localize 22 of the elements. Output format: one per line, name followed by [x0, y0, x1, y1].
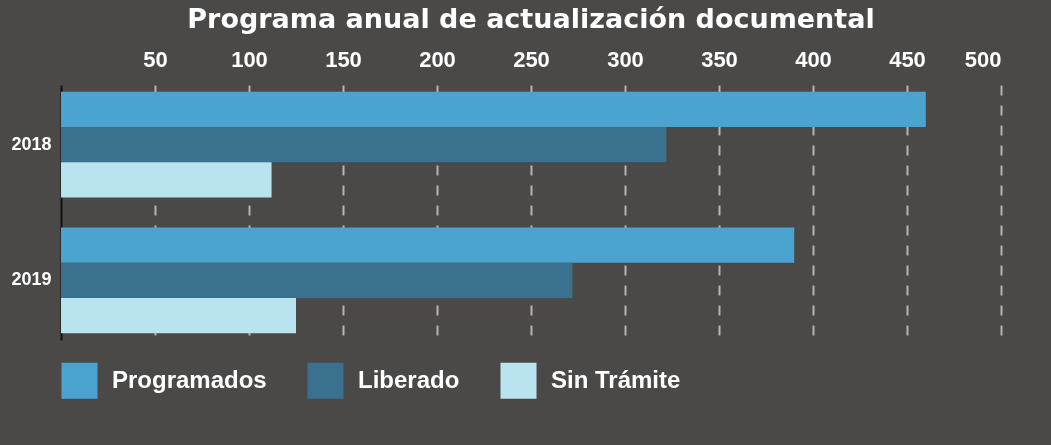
x-tick-label: 200	[419, 46, 456, 72]
bar	[61, 262, 573, 298]
x-tick-label: 250	[513, 46, 550, 72]
x-tick-label: 50	[143, 46, 168, 72]
legend-label: Sin Trámite	[551, 365, 681, 393]
x-tick-label: 500	[964, 46, 1002, 72]
x-tick-label: 100	[231, 46, 268, 72]
x-tick-label: 450	[889, 46, 926, 72]
bar	[61, 227, 795, 263]
bar	[61, 162, 272, 198]
y-tick-label: 2019	[11, 269, 52, 290]
y-tick-label: 2018	[11, 133, 52, 154]
legend-label: Liberado	[358, 365, 460, 393]
x-tick-label: 300	[607, 46, 644, 72]
x-tick-label: 350	[701, 46, 738, 72]
bar	[61, 297, 296, 334]
x-tick-label: 400	[795, 46, 832, 72]
chart-title: Programa anual de actualización documental	[187, 3, 875, 34]
x-tick-label: 150	[325, 46, 362, 72]
bar	[61, 127, 667, 163]
bar	[61, 91, 926, 128]
legend-label: Programados	[112, 365, 267, 393]
